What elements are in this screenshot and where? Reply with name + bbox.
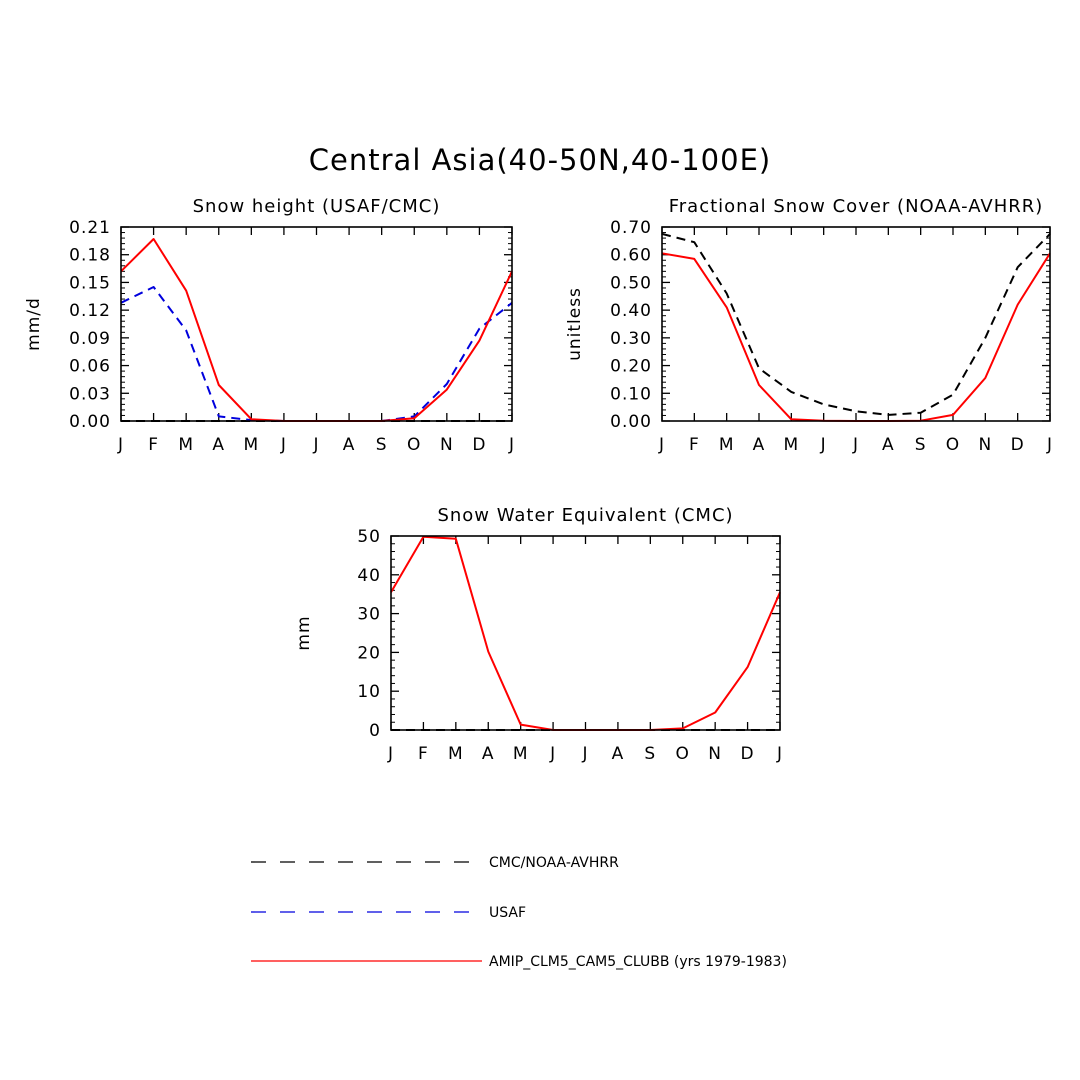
series-line-cmc-noaa-avhrr [661,232,1051,416]
x-tick-label: M [448,744,464,764]
x-tick-label: M [243,435,259,455]
x-tick-label: J [658,435,665,455]
x-tick-label: F [418,744,429,764]
x-tick-label: M [783,435,799,455]
y-tick-label: 0.50 [610,273,652,293]
legend: CMC/NOAA-AVHRR USAF AMIP_CLM5_CAM5_CLUBB (… [251,855,787,970]
y-axis-label: unitless [565,287,585,361]
plot-frame [661,226,1051,422]
x-tick-label: D [472,435,486,455]
x-tick-label: N [440,435,454,455]
y-tick-label: 0.15 [69,273,111,293]
x-tick-label: M [513,744,529,764]
x-tick-label: A [482,744,495,764]
legend-item: AMIP_CLM5_CAM5_CLUBB (yrs 1979-1983) [251,954,787,970]
series-line-amip-clm5-cam5-clubb [390,535,781,731]
y-tick-label: 0 [369,721,381,741]
x-tick-label: F [689,435,700,455]
x-tick-label: S [376,435,388,455]
x-tick-label: J [117,435,124,455]
legend-label: AMIP_CLM5_CAM5_CLUBB (yrs 1979-1983) [489,954,787,970]
x-tick-label: M [178,435,194,455]
y-tick-label: 0.10 [610,384,652,404]
x-tick-label: J [387,744,394,764]
y-tick-label: 0.20 [610,357,652,377]
y-tick-label: 0.70 [610,218,652,238]
chart-panel-1: Snow height (USAF/CMC) mm/d 0.00 0.03 0.06 0.… [24,196,515,455]
x-tick-label: M [719,435,735,455]
x-tick-label: F [148,435,159,455]
y-tick-label: 0.12 [69,301,111,321]
chart-title: Fractional Snow Cover (NOAA-AVHRR) [669,196,1044,217]
y-tick-label: 0.06 [69,357,111,377]
chart-title: Snow height (USAF/CMC) [193,196,441,217]
x-tick-label: O [676,744,690,764]
y-tick-label: 0.00 [610,412,652,432]
x-tick-label: D [1011,435,1025,455]
x-tick-label: J [820,435,827,455]
y-tick-label: 30 [357,605,381,625]
x-tick-label: S [915,435,927,455]
x-tick-label: A [753,435,766,455]
series-line-amip-clm5-cam5-clubb [120,238,513,422]
x-tick-label: O [946,435,960,455]
x-tick-label: J [852,435,859,455]
x-tick-label: N [978,435,992,455]
x-tick-label: N [708,744,722,764]
legend-item: CMC/NOAA-AVHRR [251,855,619,871]
y-axis-label: mm [294,615,314,650]
plot-frame [120,226,513,422]
y-tick-label: 50 [357,527,381,547]
y-tick-label: 0.03 [69,384,111,404]
legend-label: CMC/NOAA-AVHRR [489,855,619,871]
x-tick-label: J [549,744,556,764]
chart-title: Snow Water Equivalent (CMC) [437,505,733,526]
y-tick-label: 0.09 [69,329,111,349]
x-tick-label: J [776,744,783,764]
y-tick-label: 20 [357,643,381,663]
chart-panel-2: Fractional Snow Cover (NOAA-AVHRR) unitle… [565,196,1053,455]
x-tick-label: A [343,435,356,455]
x-tick-label: J [312,435,319,455]
y-tick-label: 0.60 [610,246,652,266]
x-tick-label: A [882,435,895,455]
x-tick-label: S [644,744,656,764]
legend-label: USAF [489,905,526,921]
figure-title: Central Asia(40-50N,40-100E) [309,143,771,177]
x-tick-label: A [612,744,625,764]
y-axis-label: mm/d [24,297,44,351]
x-tick-label: O [407,435,421,455]
y-tick-label: 0.21 [69,218,111,238]
y-tick-label: 0.00 [69,412,111,432]
y-tick-label: 10 [357,682,381,702]
x-tick-label: A [212,435,225,455]
x-tick-label: J [581,744,588,764]
series-line-usaf [120,286,513,422]
x-tick-label: J [280,435,287,455]
y-tick-label: 0.40 [610,301,652,321]
y-tick-label: 0.18 [69,246,111,266]
chart-panel-3: Snow Water Equivalent (CMC) mm 0 10 20 30 40 50… [294,505,783,764]
y-tick-label: 0.30 [610,329,652,349]
x-tick-label: J [508,435,515,455]
series-line-amip-clm5-cam5-clubb [661,252,1051,422]
legend-item: USAF [251,905,526,921]
x-tick-label: D [741,744,755,764]
y-tick-label: 40 [357,566,381,586]
x-tick-label: J [1046,435,1053,455]
plot-frame [390,535,781,731]
